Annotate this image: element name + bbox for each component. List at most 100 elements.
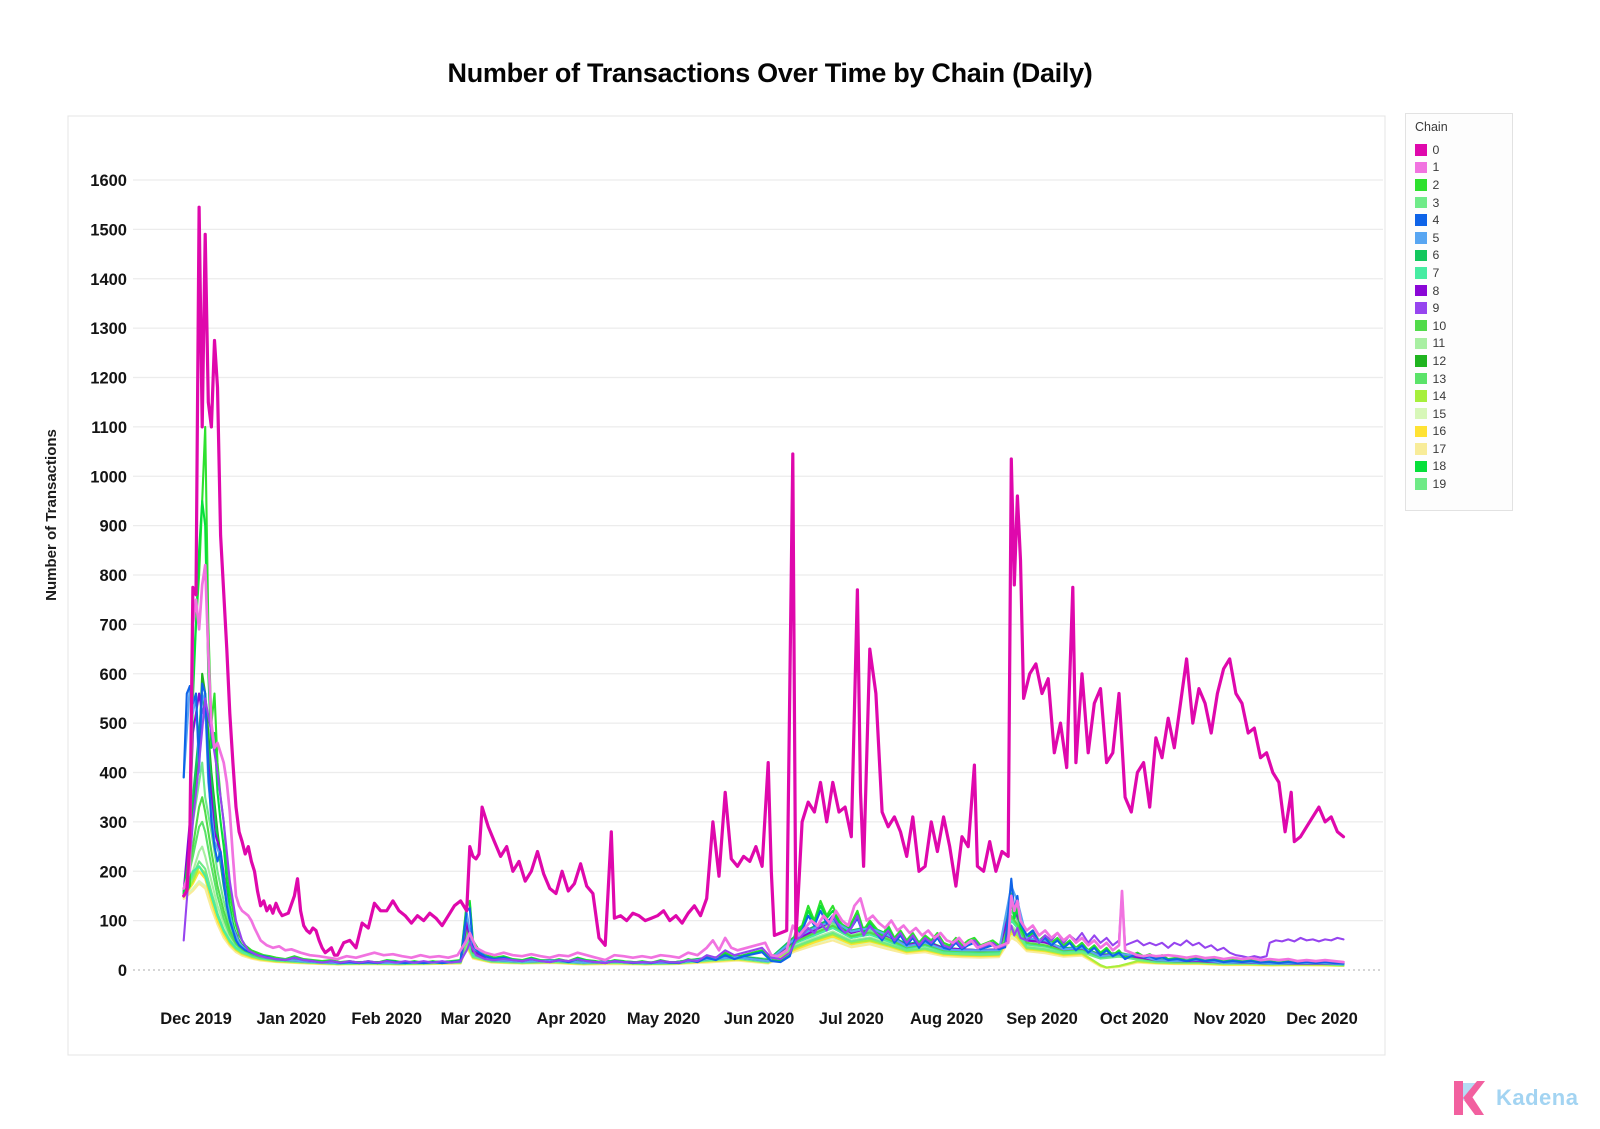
legend-label: 17: [1432, 441, 1447, 456]
legend-items: 0 1 2 3 4 5 6 7 8 9 10 11 12 13 14 15 16 17 18 19: [1415, 141, 1512, 493]
legend-item-chain-6[interactable]: 6: [1415, 247, 1512, 265]
legend-label: 4: [1432, 213, 1440, 228]
legend-label: 12: [1432, 353, 1447, 368]
y-tick-label: 1400: [90, 271, 127, 289]
legend-swatch: [1415, 355, 1427, 367]
y-tick-label: 900: [99, 518, 127, 536]
legend-swatch: [1415, 390, 1427, 402]
legend-item-chain-8[interactable]: 8: [1415, 282, 1512, 300]
legend-label: 15: [1432, 406, 1447, 421]
legend-swatch: [1415, 249, 1427, 262]
legend-swatch: [1415, 319, 1427, 332]
x-tick-label: Feb 2020: [351, 1010, 422, 1028]
legend-swatch: [1415, 302, 1427, 314]
brand-footer: Kadena: [1450, 1080, 1578, 1116]
legend-item-chain-3[interactable]: 3: [1415, 194, 1512, 212]
legend-swatch: [1415, 425, 1427, 438]
x-tick-label: Sep 2020: [1006, 1010, 1078, 1028]
legend-item-chain-7[interactable]: 7: [1415, 264, 1512, 282]
legend-item-chain-11[interactable]: 11: [1415, 335, 1512, 353]
x-tick-label: May 2020: [627, 1010, 700, 1028]
kadena-logo-icon: [1454, 1081, 1485, 1115]
legend-item-chain-18[interactable]: 18: [1415, 458, 1512, 476]
legend-swatch: [1415, 284, 1427, 297]
legend-item-chain-14[interactable]: 14: [1415, 387, 1512, 405]
legend-item-chain-15[interactable]: 15: [1415, 405, 1512, 423]
legend-label: 10: [1432, 318, 1447, 333]
legend-label: 3: [1432, 195, 1440, 210]
legend-swatch: [1415, 232, 1427, 244]
legend-item-chain-16[interactable]: 16: [1415, 423, 1512, 441]
x-tick-label: Jul 2020: [819, 1010, 884, 1028]
logo-lower-leg: [1464, 1095, 1484, 1115]
legend-item-chain-17[interactable]: 17: [1415, 440, 1512, 458]
plot-area: [67, 115, 1386, 1056]
series-line-chain-1: [182, 563, 1345, 964]
legend-label: 0: [1432, 142, 1440, 157]
series-line-chain-0: [182, 205, 1346, 957]
x-tick-label: Jan 2020: [257, 1010, 327, 1028]
y-tick-label: 0: [118, 962, 127, 980]
x-tick-label: Aug 2020: [910, 1010, 983, 1028]
logo-stem: [1454, 1081, 1463, 1115]
x-tick-label: Mar 2020: [441, 1010, 512, 1028]
legend-label: 14: [1432, 389, 1447, 404]
y-tick-label: 1500: [90, 221, 127, 239]
legend-swatch: [1415, 179, 1427, 191]
x-tick-label: Jun 2020: [724, 1010, 795, 1028]
y-tick-label: 1100: [91, 419, 127, 437]
series-line-chain-9: [182, 697, 1345, 965]
y-axis-title: Number of Transactions: [43, 429, 60, 601]
legend-swatch: [1415, 267, 1427, 279]
legend-item-chain-19[interactable]: 19: [1415, 475, 1512, 493]
chart-title: Number of Transactions Over Time by Chai…: [447, 58, 1093, 88]
legend-label: 16: [1432, 424, 1447, 439]
legend-swatch: [1415, 443, 1427, 455]
legend-item-chain-5[interactable]: 5: [1415, 229, 1512, 247]
y-tick-label: 700: [99, 616, 127, 634]
legend-label: 19: [1432, 477, 1447, 492]
legend-item-chain-9[interactable]: 9: [1415, 299, 1512, 317]
legend-label: 18: [1432, 459, 1447, 474]
x-tick-label: Oct 2020: [1100, 1010, 1169, 1028]
legend-swatch: [1415, 372, 1427, 385]
legend-label: 6: [1432, 248, 1440, 263]
y-tick-label: 500: [99, 715, 127, 733]
legend-item-chain-0[interactable]: 0: [1415, 141, 1512, 159]
legend-item-chain-2[interactable]: 2: [1415, 176, 1512, 194]
legend-swatch: [1415, 161, 1427, 174]
legend-item-chain-10[interactable]: 10: [1415, 317, 1512, 335]
legend-label: 1: [1432, 160, 1440, 175]
legend-swatch: [1415, 196, 1427, 209]
legend-swatch: [1415, 478, 1427, 490]
legend-swatch: [1415, 407, 1427, 420]
legend-label: 7: [1432, 265, 1440, 280]
legend-title: Chain: [1415, 120, 1448, 134]
x-tick-label: Apr 2020: [536, 1010, 606, 1028]
y-tick-label: 200: [99, 863, 127, 881]
y-tick-label: 800: [99, 567, 127, 585]
brand-wordmark: Kadena: [1496, 1085, 1579, 1110]
y-tick-label: 300: [99, 814, 127, 832]
y-tick-label: 100: [99, 913, 127, 931]
y-tick-label: 1200: [90, 370, 127, 388]
y-tick-label: 400: [99, 765, 127, 783]
legend-swatch: [1415, 460, 1427, 473]
legend-label: 8: [1432, 283, 1440, 298]
x-tick-label: Nov 2020: [1193, 1010, 1265, 1028]
legend: Chain 0 1 2 3 4 5 6 7 8 9 10 11 12 13 14 15 16 17 18 19: [1405, 113, 1513, 511]
legend-item-chain-4[interactable]: 4: [1415, 211, 1512, 229]
legend-item-chain-12[interactable]: 12: [1415, 352, 1512, 370]
legend-label: 5: [1432, 230, 1440, 245]
y-tick-label: 1000: [90, 468, 127, 486]
legend-item-chain-13[interactable]: 13: [1415, 370, 1512, 388]
legend-item-chain-1[interactable]: 1: [1415, 159, 1512, 177]
legend-swatch: [1415, 214, 1427, 226]
y-tick-label: 1300: [90, 320, 127, 338]
legend-swatch: [1415, 337, 1427, 350]
y-tick-label: 600: [99, 666, 127, 684]
legend-label: 9: [1432, 301, 1440, 316]
y-tick-label: 1600: [90, 172, 127, 190]
